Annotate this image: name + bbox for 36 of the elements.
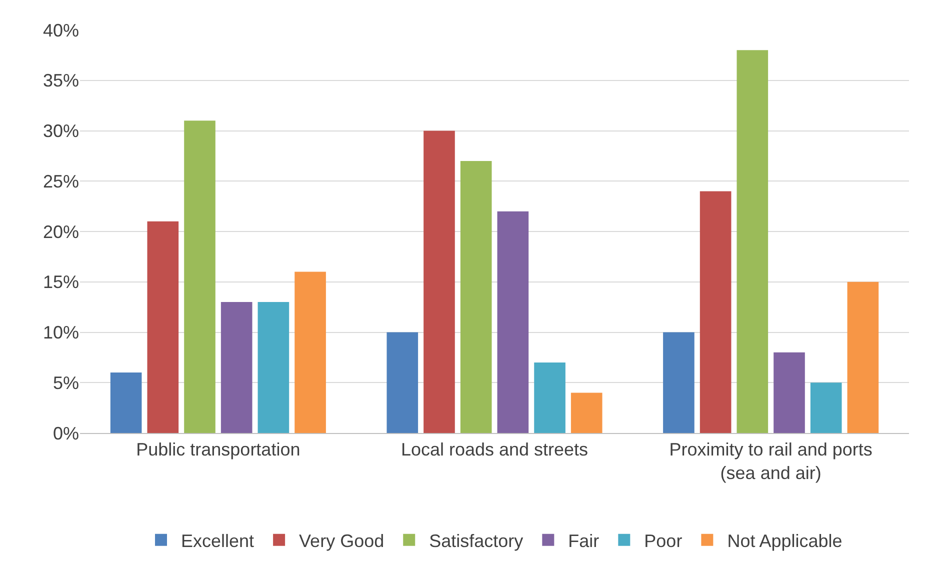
bar (570, 392, 602, 433)
bar (736, 50, 768, 433)
bar (424, 130, 455, 433)
bar (147, 221, 179, 433)
bar (460, 160, 492, 433)
bar (258, 302, 290, 433)
legend-label: Not Applicable (727, 530, 842, 551)
bar (663, 332, 694, 433)
legend-label: Excellent (181, 530, 254, 551)
bar (774, 352, 805, 433)
y-tick-label: 15% (42, 272, 79, 292)
bar (810, 382, 842, 433)
bar (386, 332, 418, 433)
y-tick-label: 0% (52, 423, 79, 444)
y-tick-label: 5% (52, 372, 79, 393)
bar (847, 282, 879, 433)
y-tick-label: 25% (42, 171, 79, 192)
bar (220, 302, 252, 433)
bar (700, 191, 732, 433)
legend-label: Satisfactory (429, 530, 524, 551)
y-tick-label: 10% (42, 322, 79, 343)
x-tick-label: Public transportation (136, 440, 300, 460)
x-tick-label: Local roads and streets (400, 440, 588, 460)
x-tick-label: Proximity to rail and ports (sea and air) (669, 440, 872, 483)
y-tick-label: 20% (42, 222, 79, 242)
y-tick-label: 35% (42, 70, 79, 91)
bar (534, 362, 566, 433)
y-tick-label: 30% (42, 121, 79, 142)
legend-label: Poor (644, 530, 682, 551)
y-tick-label: 40% (42, 20, 79, 40)
bar (110, 372, 142, 433)
legend-label: Very Good (299, 530, 384, 551)
bar (497, 211, 529, 433)
legend-label: Fair (568, 530, 600, 551)
bar (184, 120, 216, 433)
bar (294, 272, 326, 433)
